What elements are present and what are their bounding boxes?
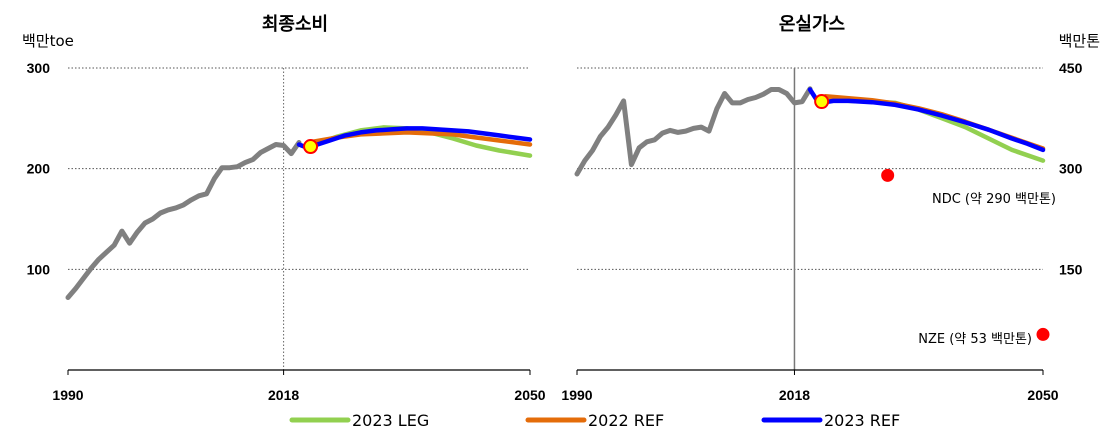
right-ndc-point xyxy=(881,168,895,182)
left-chart-title: 최종소비 xyxy=(262,14,328,35)
left-series-historical xyxy=(65,140,302,300)
right-series-2023-leg xyxy=(823,95,1046,163)
legend: 2023 LEG 2022 REF 2023 REF xyxy=(289,411,900,430)
nze-annotation: NZE (약 53 백만톤) xyxy=(918,332,1032,347)
right-series-historical xyxy=(574,86,813,177)
left-y-tick-label: 200 xyxy=(27,161,51,177)
right-y-tick-label: 150 xyxy=(1059,261,1083,277)
right-nze-point xyxy=(1036,327,1050,341)
right-x-tick-label: 2018 xyxy=(779,387,810,403)
left-series-2023-ref xyxy=(296,126,533,150)
left-y-tick-label: 300 xyxy=(27,60,51,76)
left-base-year-marker xyxy=(303,139,319,155)
legend-label-2023-leg: 2023 LEG xyxy=(352,411,429,430)
legend-label-2023-ref: 2023 REF xyxy=(824,411,900,430)
right-x-tick-label: 2050 xyxy=(1027,387,1058,403)
right-series-2022-ref xyxy=(823,93,1046,151)
right-y-unit-label: 백만톤 xyxy=(1059,32,1100,50)
left-x-tick-label: 2018 xyxy=(268,387,299,403)
left-x-tick-label: 2050 xyxy=(514,387,545,403)
right-y-tick-label: 300 xyxy=(1059,161,1083,177)
right-base-year-marker xyxy=(814,94,830,110)
ndc-annotation: NDC (약 290 백만톤) xyxy=(932,192,1056,207)
left-y-unit-label: 백만toe xyxy=(22,32,74,50)
right-y-tick-label: 450 xyxy=(1059,60,1083,76)
legend-label-2022-ref: 2022 REF xyxy=(588,411,664,430)
right-chart-title: 온실가스 xyxy=(779,14,845,35)
right-x-tick-label: 1990 xyxy=(561,387,592,403)
left-y-tick-label: 100 xyxy=(27,261,51,277)
left-x-tick-label: 1990 xyxy=(52,387,83,403)
